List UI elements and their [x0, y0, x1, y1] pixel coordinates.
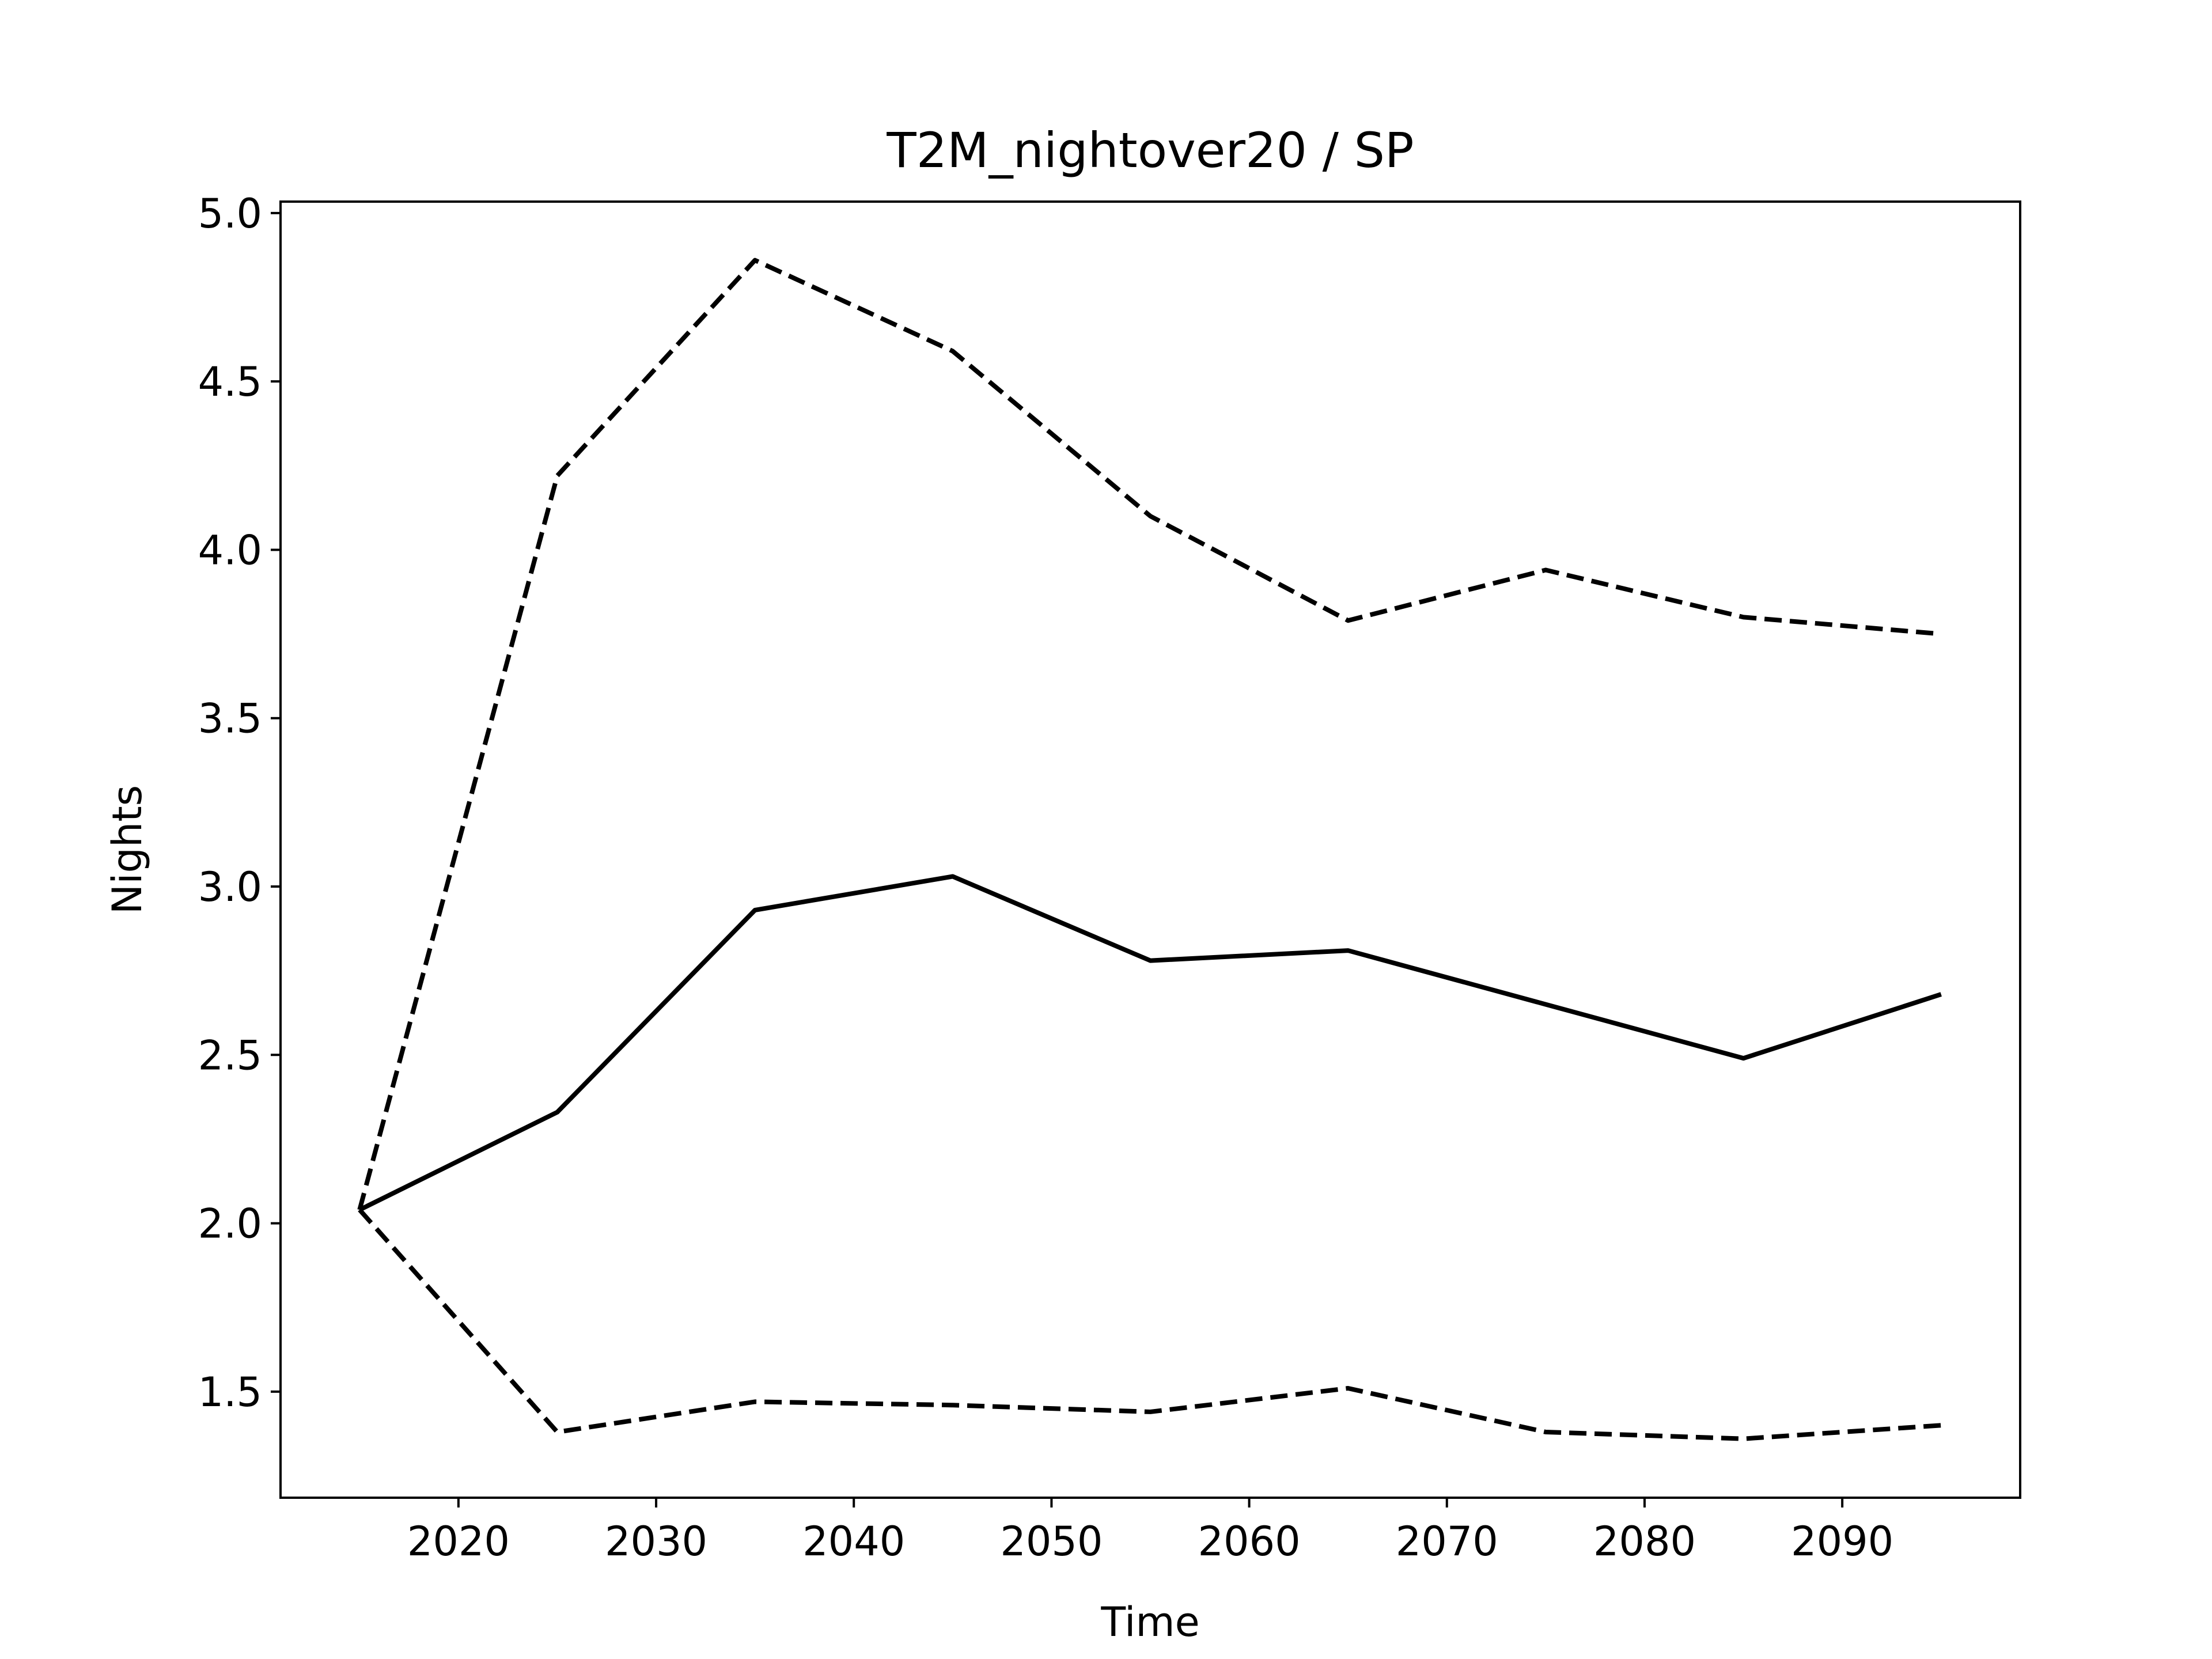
line-series	[357, 257, 1942, 1211]
line-series	[358, 1208, 1942, 1441]
line-series	[358, 874, 1942, 1212]
x-tick-label: 2080	[1593, 1518, 1696, 1565]
x-tick-label: 2060	[1198, 1518, 1301, 1565]
x-tick-label: 2040	[802, 1518, 905, 1565]
y-tick-label: 3.0	[198, 863, 262, 911]
x-tick-label: 2050	[1000, 1518, 1103, 1565]
y-tick-label: 2.5	[198, 1032, 262, 1079]
x-axis-label: Time	[1100, 1599, 1199, 1646]
x-tick-label: 2020	[407, 1518, 510, 1565]
y-tick-label: 1.5	[198, 1369, 262, 1416]
y-axis-label: Nights	[104, 785, 151, 915]
y-tick-label: 2.0	[198, 1200, 262, 1248]
x-tick-label: 2070	[1396, 1518, 1498, 1565]
x-tick-label: 2090	[1791, 1518, 1893, 1565]
chart-title: T2M_nightover20 / SP	[886, 122, 1414, 179]
x-tick-label: 2030	[605, 1518, 707, 1565]
y-tick-label: 4.5	[198, 358, 262, 406]
plot-frame	[279, 200, 2021, 1499]
y-tick-label: 4.0	[198, 527, 262, 574]
y-tick-label: 3.5	[198, 695, 262, 743]
y-tick-label: 5.0	[198, 190, 262, 237]
